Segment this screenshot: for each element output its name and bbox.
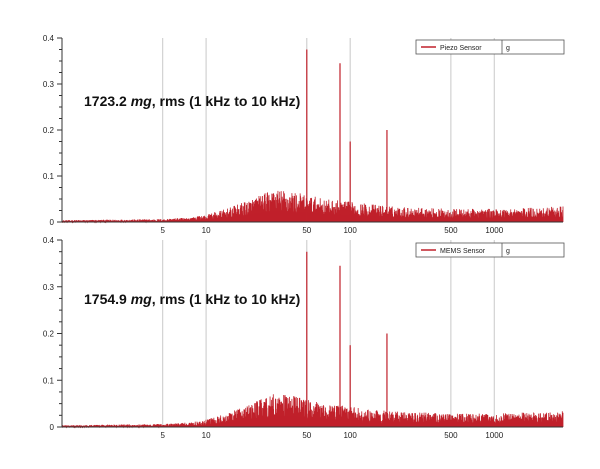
legend-label: Piezo Sensor — [440, 45, 482, 52]
series-band — [62, 415, 563, 427]
legend-box — [415, 242, 565, 258]
y-tick-label: 0.3 — [43, 283, 55, 292]
y-tick-label: 0.3 — [43, 80, 55, 89]
plot-area — [62, 240, 563, 427]
y-tick-label: 0 — [50, 423, 55, 432]
x-tick-label: 100 — [343, 226, 357, 235]
y-tick-label: 0.2 — [43, 126, 55, 135]
series-band — [62, 210, 563, 222]
y-tick-label: 0.4 — [43, 236, 55, 245]
x-tick-label: 1000 — [485, 226, 503, 235]
legend-unit: g — [506, 45, 510, 52]
chart-panel-top: 0 0.1 0.2 0.3 0.4 5 10 50 100 500 1000 Piezo Sensor… — [43, 34, 565, 235]
y-tick-label: 0.2 — [43, 330, 55, 339]
x-tick-label: 100 — [343, 431, 357, 440]
chart-panel-bottom: 0 0.1 0.2 0.3 0.4 5 10 50 100 500 1000 MEMS Sensor g… — [43, 236, 565, 440]
x-tick-label: 1000 — [485, 431, 503, 440]
legend-label: MEMS Sensor — [440, 248, 486, 255]
y-tick-label: 0.1 — [43, 376, 55, 385]
x-tick-label: 5 — [160, 431, 165, 440]
x-tick-label: 50 — [302, 226, 311, 235]
y-tick-label: 0.4 — [43, 34, 55, 43]
x-tick-label: 10 — [202, 431, 211, 440]
plot-area — [62, 38, 563, 222]
legend: MEMS Sensor g — [415, 242, 565, 258]
x-tick-label: 10 — [202, 226, 211, 235]
legend-box — [415, 39, 565, 55]
rms-annotation: 1723.2 mg, rms (1 kHz to 10 kHz) — [84, 93, 300, 109]
x-tick-label: 500 — [444, 431, 458, 440]
y-tick-label: 0.1 — [43, 172, 55, 181]
rms-annotation: 1754.9 mg, rms (1 kHz to 10 kHz) — [84, 291, 300, 307]
legend-unit: g — [506, 248, 510, 255]
legend: Piezo Sensor g — [415, 39, 565, 55]
x-tick-label: 50 — [302, 431, 311, 440]
x-tick-label: 500 — [444, 226, 458, 235]
y-tick-label: 0 — [50, 218, 55, 227]
x-tick-label: 5 — [160, 226, 165, 235]
